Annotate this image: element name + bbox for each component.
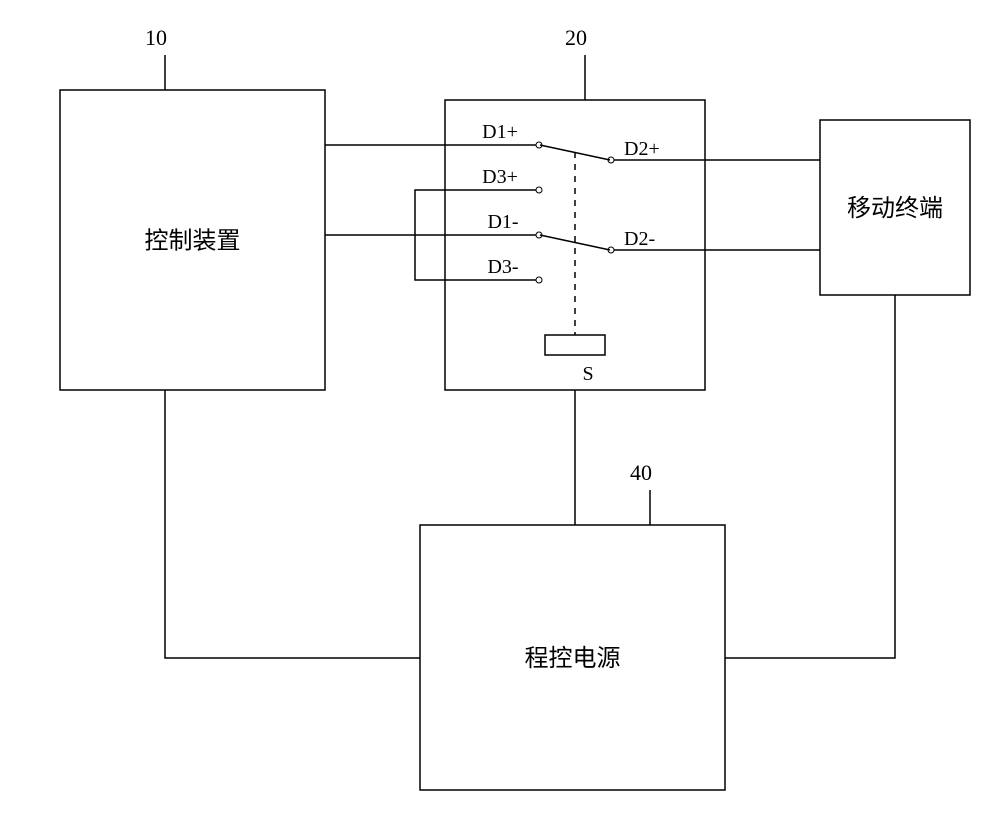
svg-text:控制装置: 控制装置 [145, 227, 241, 254]
svg-text:D1-: D1- [487, 211, 518, 233]
svg-text:D3-: D3- [487, 256, 518, 278]
svg-text:20: 20 [565, 25, 587, 50]
svg-text:40: 40 [630, 460, 652, 485]
svg-text:D2-: D2- [624, 228, 655, 250]
svg-text:移动终端: 移动终端 [847, 195, 943, 222]
svg-text:D3+: D3+ [482, 166, 518, 188]
svg-text:D2+: D2+ [624, 138, 660, 160]
svg-text:程控电源: 程控电源 [525, 645, 621, 672]
svg-text:10: 10 [145, 25, 167, 50]
svg-text:D1+: D1+ [482, 121, 518, 143]
svg-text:S: S [582, 363, 593, 385]
